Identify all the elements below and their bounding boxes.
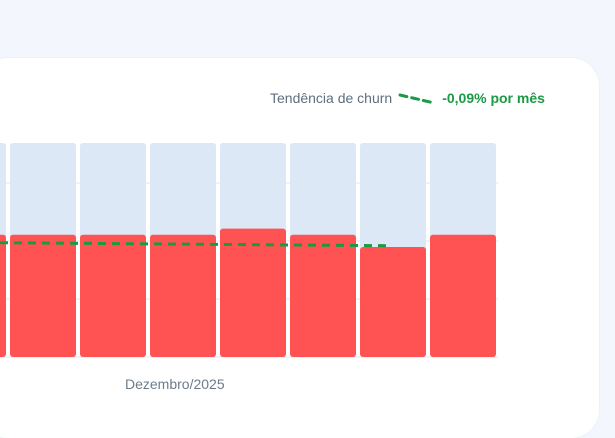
bar[interactable] [150,234,216,357]
trend-label: Tendência de churn [270,90,393,106]
dashed-trend-line-icon [398,93,436,105]
trend-line [0,241,389,248]
bar[interactable] [290,234,356,357]
x-axis-label: Dezembro/2025 [125,376,225,392]
bar[interactable] [430,234,496,357]
bar[interactable] [80,234,146,357]
trend-legend: Tendência de churn -0,09% por mês [270,90,545,106]
bar[interactable] [10,234,76,357]
churn-bar-chart [0,143,498,358]
trend-value: -0,09% por mês [442,90,545,106]
bar[interactable] [360,246,426,357]
bar[interactable] [220,228,286,357]
bar[interactable] [0,234,6,357]
